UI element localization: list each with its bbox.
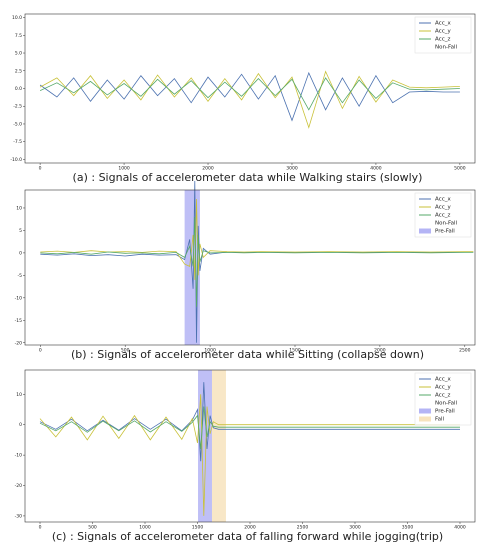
legend-label: Pre-Fall (435, 229, 455, 235)
x-tick-label: 1000 (118, 166, 130, 172)
x-tick-label: 3500 (402, 525, 414, 531)
y-tick-label: 7.5 (15, 33, 22, 39)
x-tick-label: 4000 (454, 525, 466, 531)
legend-label: Acc_y (435, 385, 451, 391)
x-tick-label: 0 (39, 348, 42, 354)
y-tick-label: -10 (15, 453, 22, 459)
y-tick-label: 10 (16, 205, 22, 211)
x-tick-label: 0 (39, 166, 42, 172)
legend-swatch (419, 228, 431, 234)
y-tick-label: -5 (18, 273, 23, 279)
caption: (a) : Signals of accelerometer data whil… (73, 171, 423, 184)
legend-swatch (419, 220, 431, 226)
legend-label: Fall (435, 417, 445, 423)
x-tick-label: 500 (121, 348, 130, 354)
x-tick-label: 2000 (374, 348, 386, 354)
x-tick-label: 2000 (202, 166, 214, 172)
caption: (c) : Signals of accelerometer data of f… (52, 530, 443, 543)
legend-label: Non-Fall (435, 221, 458, 227)
x-tick-label: 3000 (349, 525, 361, 531)
legend-swatch (419, 400, 431, 406)
x-tick-label: 2500 (297, 525, 309, 531)
x-tick-label: 4000 (370, 166, 382, 172)
legend-label: Non-Fall (435, 45, 458, 51)
y-tick-label: 5 (19, 228, 22, 234)
legend-label: Acc_z (435, 37, 450, 43)
legend-label: Acc_x (435, 377, 451, 383)
x-tick-label: 1500 (192, 525, 204, 531)
legend-swatch (419, 408, 431, 414)
signal-line (39, 406, 460, 450)
caption: (b) : Signals of accelerometer data whil… (71, 348, 424, 361)
y-tick-label: 2.5 (15, 68, 22, 74)
y-tick-label: 0 (19, 250, 22, 256)
x-tick-label: 3000 (286, 166, 298, 172)
signal-line (39, 77, 460, 111)
legend-label: Acc_y (435, 205, 451, 211)
legend-label: Non-Fall (435, 401, 458, 407)
signal-line (39, 382, 460, 462)
y-tick-label: -10 (15, 295, 22, 301)
legend-label: Acc_z (435, 213, 450, 219)
x-tick-label: 2500 (459, 348, 471, 354)
x-tick-label: 1000 (204, 348, 216, 354)
plot-frame (24, 189, 476, 346)
y-tick-label: -10.0 (10, 157, 22, 163)
x-tick-label: 0 (39, 525, 42, 531)
y-tick-label: 10 (16, 392, 22, 398)
y-tick-label: 5.0 (15, 51, 22, 57)
legend-swatch (419, 416, 431, 422)
signal-line (39, 394, 460, 516)
y-tick-label: -5.0 (13, 121, 22, 127)
x-tick-label: 1000 (139, 525, 151, 531)
legend-label: Pre-Fall (435, 409, 455, 415)
x-tick-label: 500 (88, 525, 97, 531)
x-tick-label: 2000 (244, 525, 256, 531)
y-tick-label: 0 (19, 422, 22, 428)
signal-line (40, 180, 474, 343)
legend-label: Acc_x (435, 197, 451, 203)
y-tick-label: -2.5 (13, 104, 22, 110)
legend-label: Acc_y (435, 29, 451, 35)
region-band (198, 370, 212, 522)
legend-label: Acc_x (435, 21, 451, 27)
plot-frame (24, 369, 476, 523)
signal-line (40, 198, 474, 280)
y-tick-label: -15 (15, 318, 22, 324)
legend-swatch (419, 44, 431, 50)
x-tick-label: 5000 (454, 166, 466, 172)
signal-line (40, 216, 474, 307)
x-tick-label: 1500 (289, 348, 301, 354)
signal-line (39, 71, 460, 122)
legend-box (414, 372, 472, 426)
signal-line (39, 70, 460, 129)
y-tick-label: -20 (15, 340, 22, 346)
y-tick-label: -30 (15, 513, 22, 519)
region-band (211, 370, 226, 522)
legend-label: Acc_z (435, 393, 450, 399)
y-tick-label: -7.5 (13, 139, 22, 145)
y-tick-label: -20 (15, 483, 22, 489)
y-tick-label: 0.0 (15, 86, 22, 92)
y-tick-label: 10.0 (12, 15, 22, 21)
